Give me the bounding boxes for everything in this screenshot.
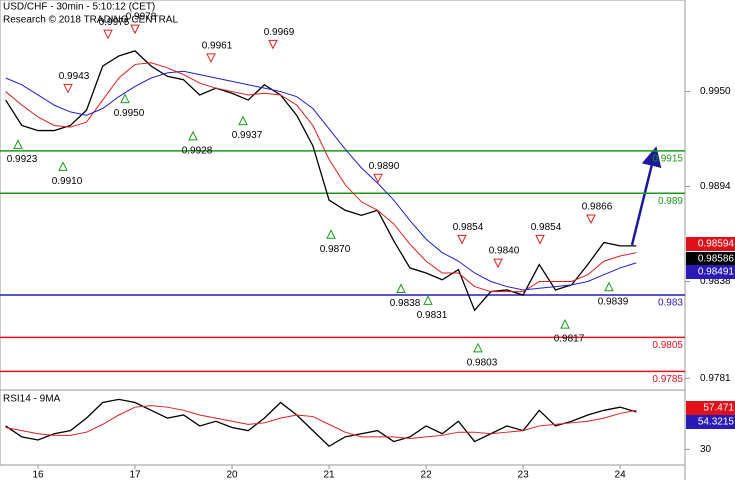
- series-line: [5, 405, 637, 439]
- high-marker: [586, 214, 596, 225]
- marker-label: 0.9870: [320, 244, 351, 255]
- level-label: 0.983: [658, 298, 683, 309]
- low-marker: [326, 229, 336, 239]
- marker-label: 0.9943: [59, 71, 90, 82]
- chart-subtitle: Research © 2018 TRADING CENTRAL: [3, 15, 178, 26]
- low-marker: [13, 139, 23, 149]
- high-marker: [63, 83, 73, 94]
- price-badge-label: 57.471: [703, 403, 734, 414]
- y-tick-label: 0.9894: [700, 181, 731, 192]
- marker-label: 0.9969: [264, 27, 295, 38]
- marker-label: 0.9950: [114, 108, 145, 119]
- marker-label: 0.9910: [52, 176, 83, 187]
- low-marker: [560, 318, 570, 329]
- marker-label: 0.9923: [7, 154, 38, 165]
- level-label: 0.9805: [652, 340, 683, 351]
- x-tick-label: 24: [615, 470, 627, 480]
- high-marker: [457, 234, 467, 245]
- rsi-pane: [0, 389, 686, 466]
- marker-label: 0.9854: [453, 222, 484, 233]
- price-badge-label: 0.98586: [698, 254, 735, 265]
- marker-label: 0.9890: [369, 161, 400, 172]
- marker-label: 0.9840: [489, 246, 520, 257]
- high-marker: [206, 53, 216, 64]
- level-label: 0.9915: [652, 154, 683, 165]
- x-tick-label: 23: [518, 470, 530, 480]
- low-marker: [604, 281, 614, 292]
- series-line: [5, 398, 637, 448]
- series-line: [5, 50, 637, 312]
- price-badge-label: 0.98594: [698, 239, 735, 250]
- y-tick-label: 0.9950: [700, 86, 731, 97]
- price-badge-label: 54.3215: [698, 417, 735, 428]
- high-marker: [373, 173, 383, 184]
- marker-label: 0.9866: [582, 202, 613, 213]
- rsi-title: RSI14 - 9MA: [3, 394, 61, 405]
- marker-label: 0.9961: [202, 41, 233, 52]
- marker-label: 0.9937: [232, 130, 263, 141]
- marker-label: 0.9838: [390, 298, 421, 309]
- price-badge: [686, 401, 735, 415]
- low-marker: [238, 115, 248, 126]
- marker-label: 0.9831: [417, 310, 448, 321]
- x-tick-label: 20: [226, 470, 238, 480]
- marker-label: 0.9978: [126, 12, 157, 23]
- price-badge: [686, 252, 735, 266]
- price-badge-label: 0.98491: [698, 267, 735, 278]
- low-marker: [473, 342, 483, 353]
- high-marker: [535, 234, 545, 245]
- marker-label: 0.9975: [99, 17, 130, 28]
- marker-label: 0.9817: [554, 334, 585, 345]
- series-line: [5, 62, 637, 293]
- high-marker: [103, 29, 113, 40]
- x-tick-label: 21: [323, 470, 335, 480]
- chart-title: USD/CHF - 30min - 5:10:12 (CET): [3, 2, 155, 13]
- y-tick-label: 0.9838: [700, 276, 731, 287]
- y-tick-label: 30: [700, 444, 712, 455]
- price-pane: [0, 0, 686, 391]
- low-marker: [188, 130, 198, 141]
- x-tick-label: 22: [421, 470, 433, 480]
- marker-label: 0.9854: [531, 222, 562, 233]
- high-marker: [268, 39, 278, 50]
- price-badge: [686, 237, 735, 251]
- price-badge: [686, 265, 735, 279]
- low-marker: [120, 93, 130, 104]
- marker-label: 0.9839: [598, 296, 629, 307]
- series-line: [5, 70, 637, 291]
- low-marker: [396, 283, 406, 293]
- low-marker: [58, 161, 68, 171]
- high-marker: [130, 24, 140, 35]
- marker-label: 0.9803: [467, 357, 498, 368]
- level-label: 0.989: [658, 196, 683, 207]
- x-tick-label: 16: [32, 470, 44, 480]
- price-badge: [686, 415, 735, 429]
- forecast-arrow: [630, 146, 662, 246]
- level-label: 0.9785: [652, 374, 683, 385]
- y-tick-label: 0.9781: [700, 373, 731, 384]
- low-marker: [423, 295, 433, 305]
- x-tick-label: 17: [129, 470, 141, 480]
- high-marker: [493, 258, 503, 269]
- marker-label: 0.9928: [182, 146, 213, 157]
